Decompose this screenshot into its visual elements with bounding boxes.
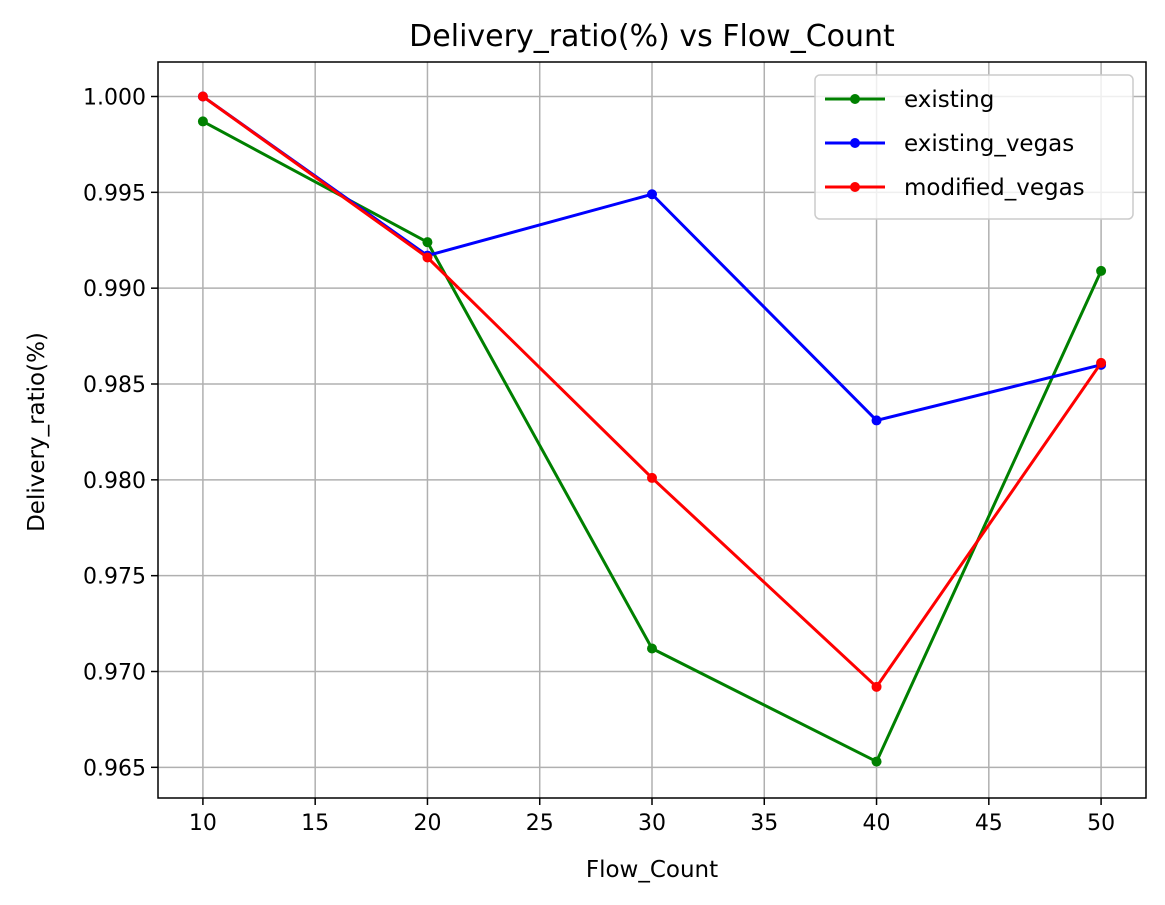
x-tick-label: 40 (863, 811, 891, 836)
y-tick-label: 0.975 (83, 565, 146, 590)
y-tick-label: 0.990 (83, 277, 146, 302)
legend-box (814, 74, 1134, 220)
data-point-modified_vegas (647, 472, 657, 483)
series-lines (197, 91, 1107, 767)
data-point-existing (871, 756, 882, 767)
data-point-existing (647, 643, 657, 654)
x-tick-label: 30 (638, 811, 666, 836)
legend-swatch-marker (850, 182, 860, 192)
legend-swatch-marker (850, 138, 860, 148)
y-tick-label: 0.970 (83, 661, 146, 686)
y-axis-label: Delivery_ratio(%) (24, 332, 50, 532)
plot-frame (157, 61, 1147, 799)
y-tick-label: 0.965 (83, 756, 146, 781)
ticks: 10 15 20 25 30 35 40 45 50 0.965 0.970 0.975 0.980 0.… (83, 86, 1115, 837)
y-tick-label: 1.000 (83, 86, 146, 111)
x-tick-label: 50 (1087, 811, 1115, 836)
x-tick-label: 10 (189, 811, 217, 836)
data-point-existing_vegas (871, 415, 882, 426)
data-point-modified_vegas (422, 252, 433, 263)
x-tick-label: 20 (413, 811, 441, 836)
y-tick-label: 0.980 (83, 469, 146, 494)
x-tick-label: 15 (301, 811, 329, 836)
legend-label: existing_vegas (904, 131, 1074, 157)
data-point-modified_vegas (1096, 357, 1107, 368)
data-point-existing (197, 116, 208, 127)
chart-title: Delivery_ratio(%) vs Flow_Count (409, 19, 895, 54)
x-tick-label: 35 (750, 811, 778, 836)
x-axis-label: Flow_Count (586, 857, 718, 883)
legend-label: modified_vegas (904, 175, 1085, 201)
y-tick-label: 0.995 (83, 181, 146, 206)
data-point-existing (422, 237, 433, 248)
data-point-modified_vegas (871, 681, 882, 692)
data-point-existing_vegas (647, 189, 657, 200)
x-tick-label: 25 (526, 811, 554, 836)
y-tick-label: 0.985 (83, 373, 146, 398)
legend-label: existing (904, 87, 994, 113)
data-point-existing (1096, 265, 1107, 276)
x-tick-label: 45 (975, 811, 1003, 836)
legend-swatch-marker (850, 94, 860, 104)
data-point-modified_vegas (197, 91, 208, 102)
legend: existing existing_vegas modified_vegas (814, 74, 1134, 220)
